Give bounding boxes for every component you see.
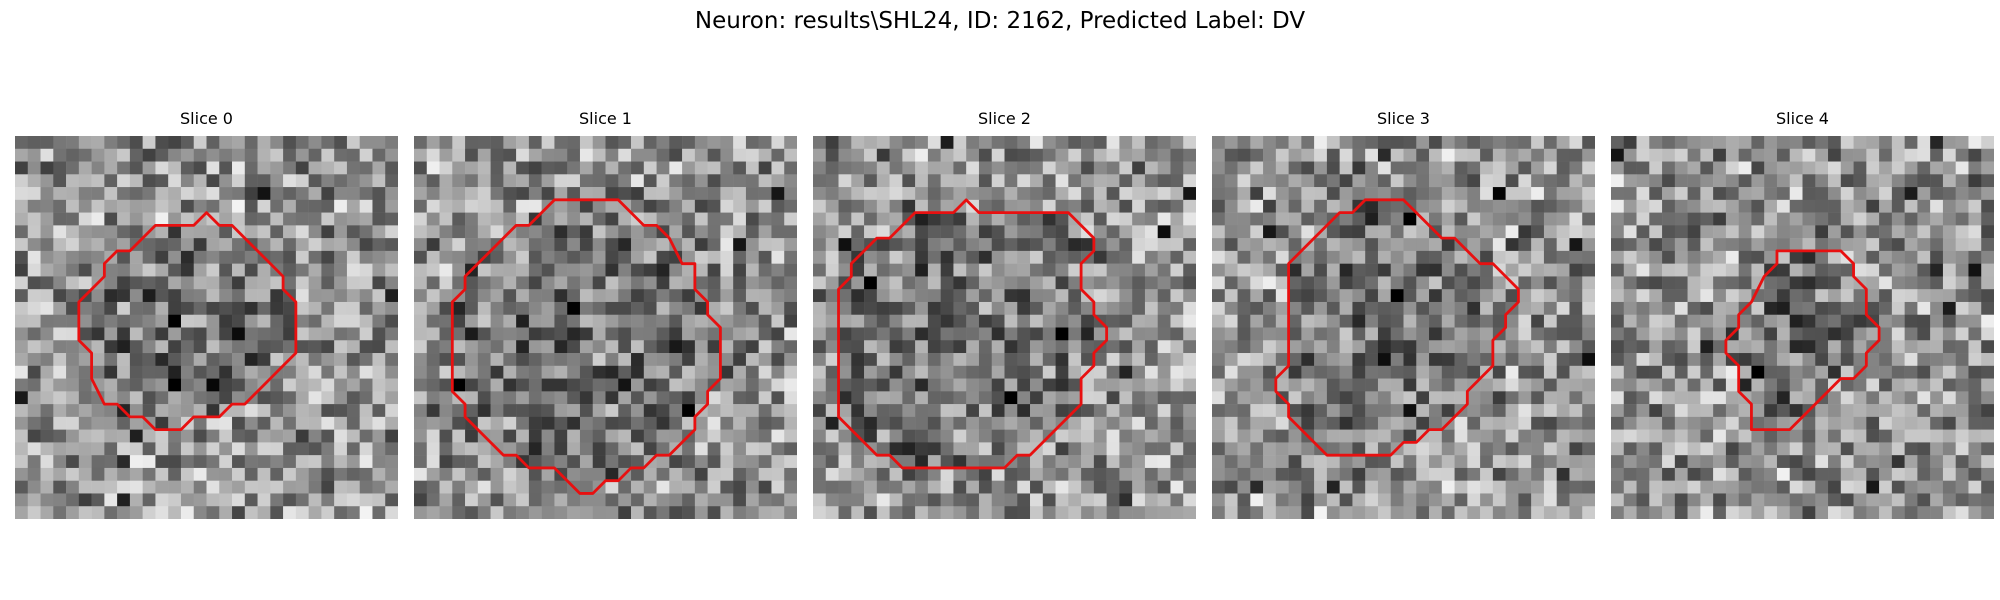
segmentation-contour (77, 211, 298, 432)
slice-title: Slice 0 (180, 109, 233, 128)
pixel-grid (15, 136, 398, 519)
pixel-grid (1212, 136, 1595, 519)
slice-panel-3: Slice 3 (1212, 108, 1595, 519)
slice-image (1611, 136, 1994, 519)
slice-panel-4: Slice 4 (1611, 108, 1994, 519)
slice-image (15, 136, 398, 519)
slice-panel-2: Slice 2 (813, 108, 1196, 519)
pixel-grid (1611, 136, 1994, 519)
slice-image (1212, 136, 1595, 519)
slice-image (813, 136, 1196, 519)
segmentation-contour (1274, 198, 1520, 457)
slice-title: Slice 2 (978, 109, 1031, 128)
slice-panel-0: Slice 0 (15, 108, 398, 519)
segmentation-contour (450, 198, 722, 495)
segmentation-contour (837, 198, 1109, 470)
slice-title: Slice 3 (1377, 109, 1430, 128)
pixel-grid (813, 136, 1196, 519)
pixel-grid (414, 136, 797, 519)
segmentation-contour (1724, 249, 1881, 432)
slice-title: Slice 1 (579, 109, 632, 128)
slice-image (414, 136, 797, 519)
slice-title: Slice 4 (1776, 109, 1829, 128)
figure-title: Neuron: results\SHL24, ID: 2162, Predict… (694, 8, 1306, 34)
slice-panel-1: Slice 1 (414, 108, 797, 519)
